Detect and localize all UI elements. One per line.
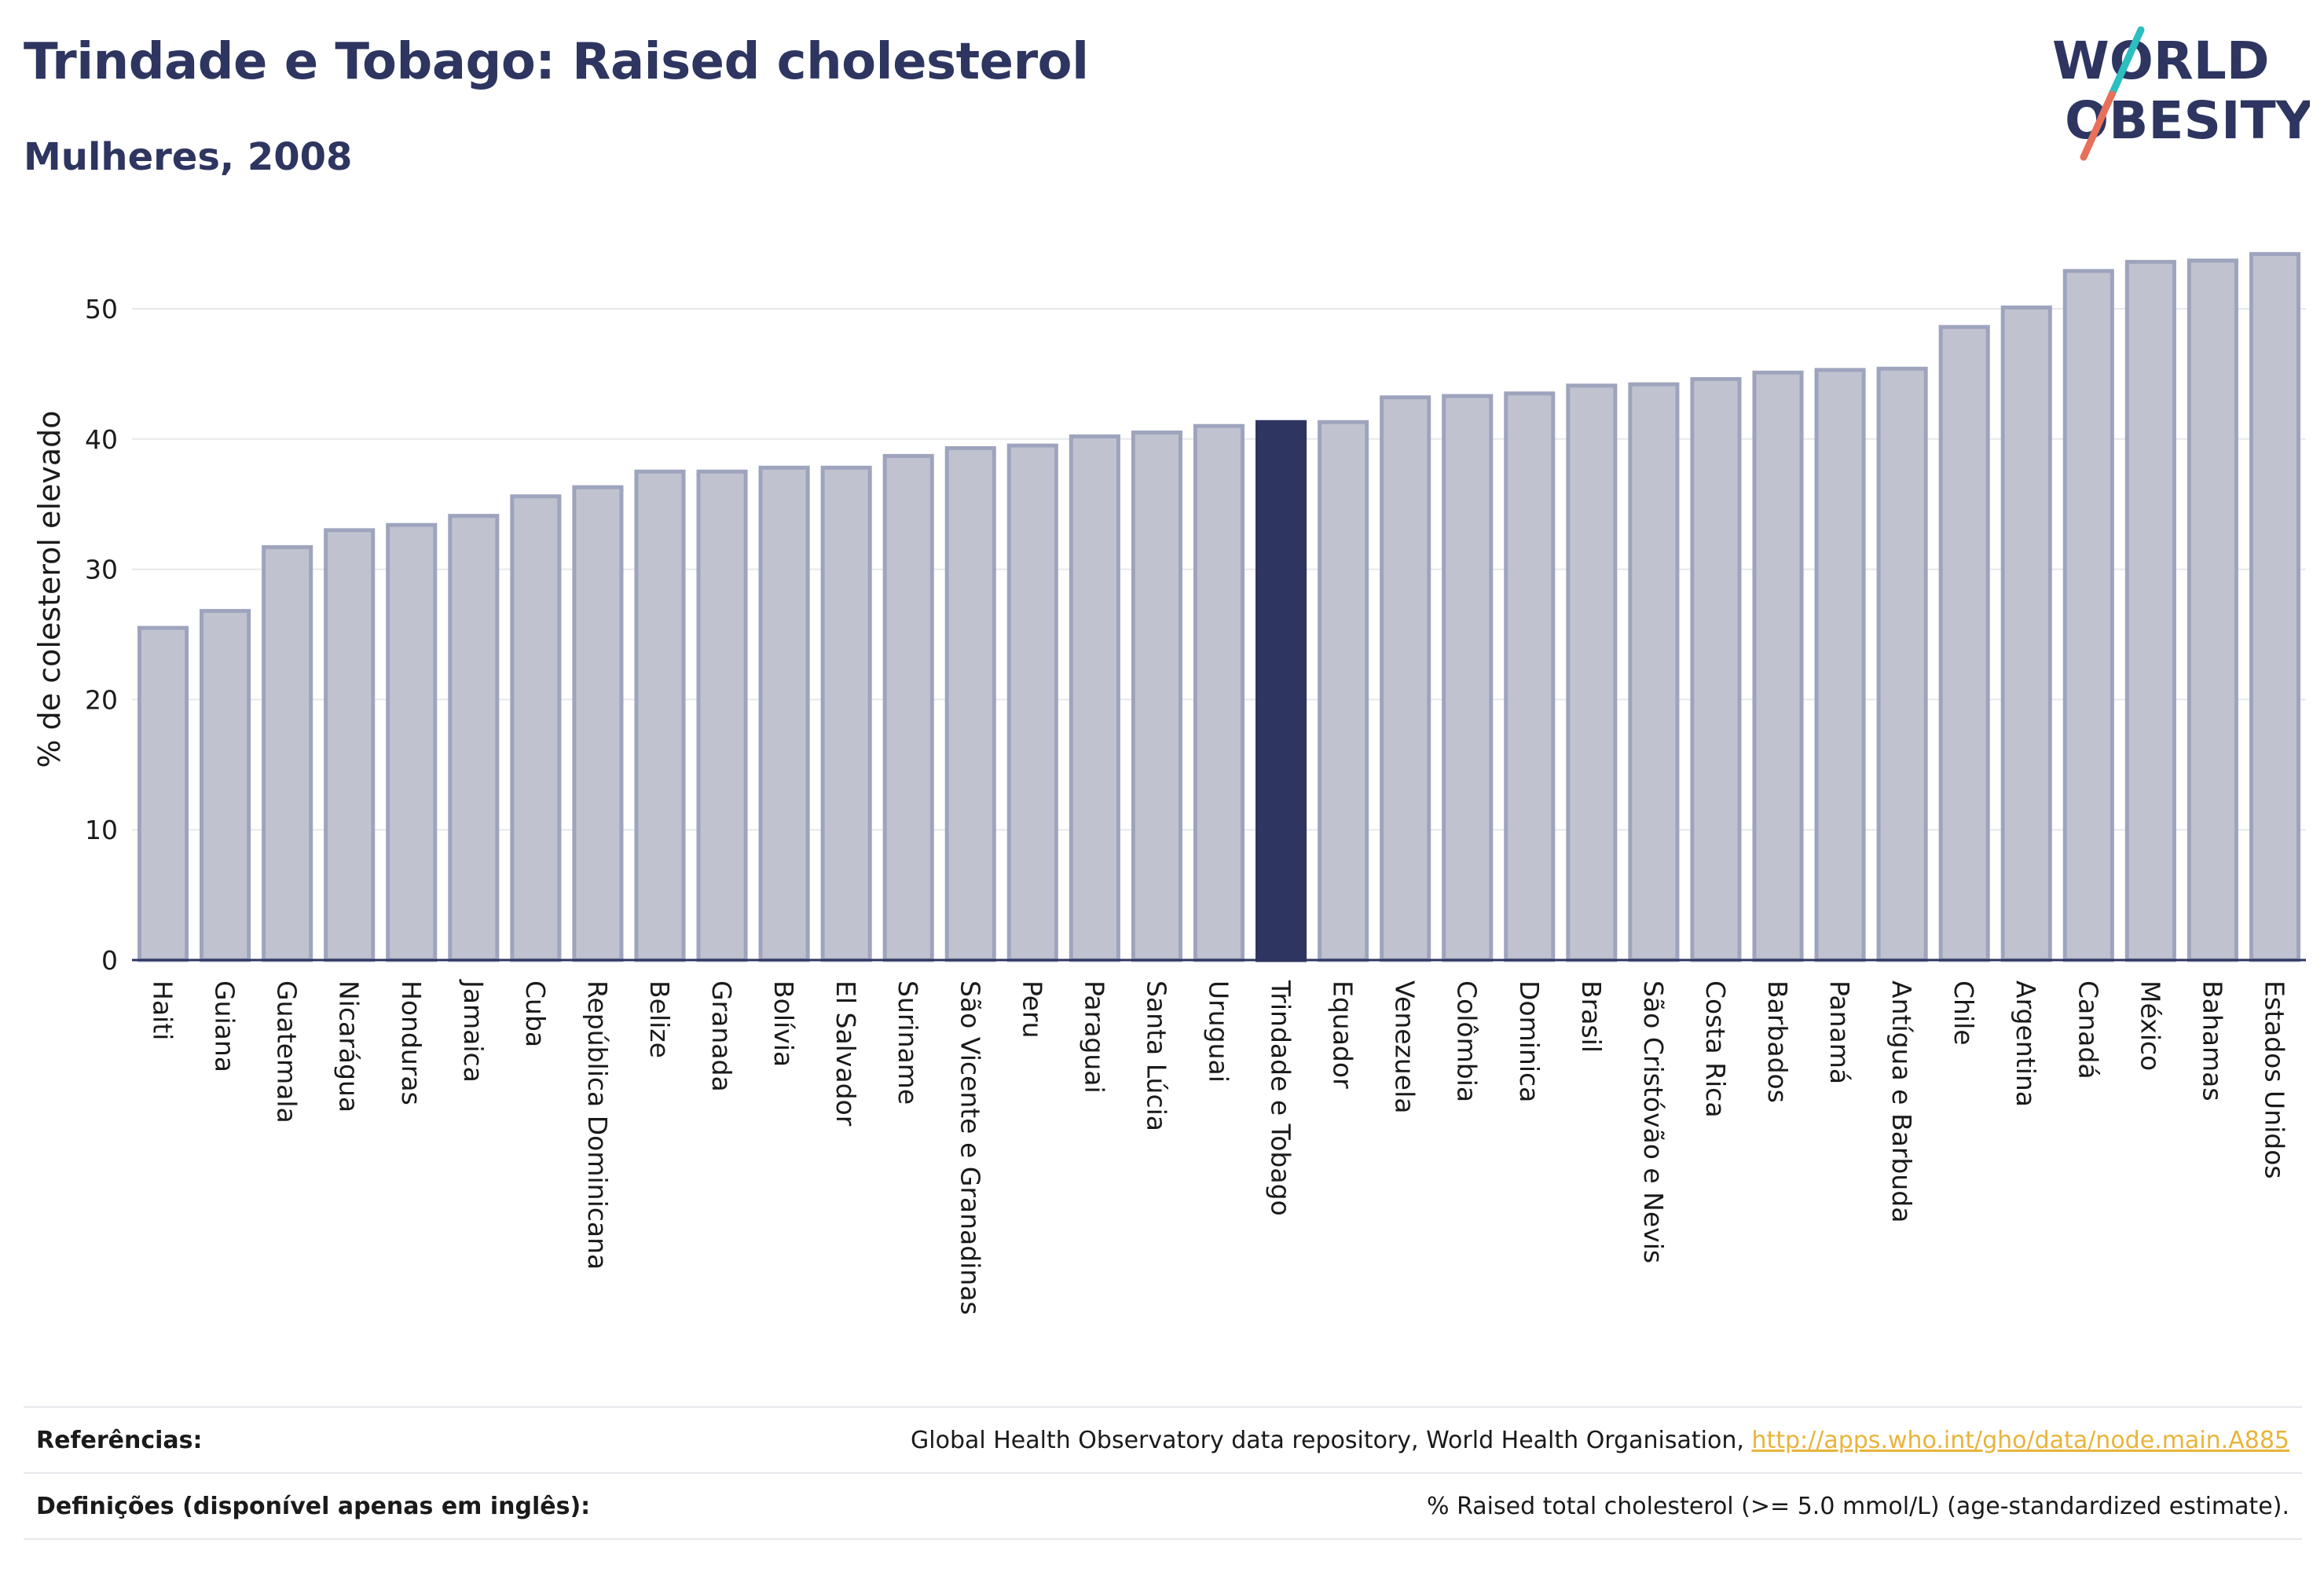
- bar-granada: [696, 469, 748, 962]
- x-tick-label: Barbados: [1762, 980, 1793, 1103]
- bar-chile: [1938, 324, 1990, 962]
- bar-barbados: [1752, 370, 1804, 962]
- bar-brasil: [1566, 383, 1618, 962]
- y-tick-label: 40: [85, 424, 118, 455]
- references-value: Global Health Observatory data repositor…: [911, 1427, 2289, 1454]
- bar-guatemala: [262, 544, 313, 962]
- references-text: Global Health Observatory data repositor…: [911, 1426, 1752, 1454]
- x-tick-label: Panamá: [1824, 980, 1855, 1084]
- bar-bahamas: [2187, 258, 2238, 962]
- x-tick-label: Canadá: [2073, 980, 2103, 1079]
- x-tick-label: Cuba: [520, 980, 551, 1047]
- x-tick-label: São Vicente e Granadinas: [955, 980, 985, 1315]
- x-tick-label: Bahamas: [2197, 980, 2227, 1101]
- x-tick-label: Venezuela: [1390, 980, 1420, 1113]
- definitions-row: Definições (disponível apenas em inglês)…: [24, 1472, 2302, 1540]
- bar-honduras: [386, 522, 438, 962]
- x-tick-label: El Salvador: [830, 980, 861, 1127]
- x-tick-label: Belize: [644, 980, 675, 1058]
- bar-el-salvador: [820, 465, 872, 962]
- bar-panam-: [1814, 368, 1866, 962]
- bar-equador: [1318, 420, 1369, 962]
- x-tick-label: Granada: [706, 980, 737, 1092]
- x-tick-label: Santa Lúcia: [1141, 980, 1171, 1131]
- x-tick-label: Suriname: [893, 980, 923, 1105]
- logo-accent-coral: [2080, 90, 2116, 161]
- bar-argentina: [2000, 305, 2052, 962]
- y-tick-label: 20: [85, 684, 118, 715]
- definitions-value: % Raised total cholesterol (>= 5.0 mmol/…: [1427, 1492, 2289, 1520]
- x-tick-label: Guatemala: [272, 980, 302, 1123]
- bar-col-mbia: [1442, 394, 1494, 962]
- bar-ant-gua-e-barbuda: [1876, 366, 1928, 962]
- x-tick-label: Uruguai: [1204, 980, 1234, 1083]
- x-tick-label: Honduras: [396, 980, 427, 1105]
- x-tick-label: Argentina: [2011, 980, 2041, 1107]
- bar-trindade-e-tobago: [1255, 420, 1307, 962]
- y-tick-label: 10: [85, 815, 118, 845]
- bar-santa-l-cia: [1131, 431, 1182, 962]
- references-link[interactable]: http://apps.who.int/gho/data/node.main.A…: [1751, 1426, 2289, 1454]
- bar-canad-: [2062, 269, 2114, 962]
- chart-subtitle: Mulheres, 2008: [24, 135, 353, 179]
- bar-venezuela: [1380, 395, 1431, 962]
- x-tick-label: Brasil: [1576, 980, 1607, 1053]
- bar-s-o-vicente-e-granadinas: [944, 445, 996, 962]
- bar-estados-unidos: [2249, 251, 2301, 962]
- bar-cuba: [510, 494, 562, 962]
- bar-costa-rica: [1690, 377, 1742, 962]
- x-tick-label: Jamaica: [458, 979, 489, 1083]
- bar-s-o-crist-v-o-e-nevis: [1628, 382, 1680, 962]
- world-obesity-logo: WORLD OBESITY: [2052, 26, 2310, 161]
- bar-chart: 0 10 20 30 40 50 Haiti Guiana Guatemala Nicarágua…: [32, 251, 2306, 1315]
- x-tick-label: México: [2135, 980, 2165, 1071]
- bar-dominica: [1504, 391, 1556, 962]
- bar-uruguai: [1193, 423, 1245, 962]
- references-row: Referências: Global Health Observatory d…: [24, 1406, 2302, 1472]
- y-tick-label: 50: [85, 294, 118, 324]
- bar-paraguai: [1069, 434, 1120, 962]
- x-tick-label: Colômbia: [1452, 980, 1483, 1102]
- bar-guiana: [200, 609, 251, 962]
- chart-title: Trindade e Tobago: Raised cholesterol: [24, 33, 1089, 91]
- x-tick-label: Chile: [1948, 980, 1979, 1046]
- chart-footer: Referências: Global Health Observatory d…: [24, 1406, 2302, 1540]
- axes: 0 10 20 30 40 50 Haiti Guiana Guatemala Nicarágua…: [85, 294, 2306, 1315]
- x-tick-label: Costa Rica: [1700, 980, 1731, 1118]
- definitions-label: Definições (disponível apenas em inglês)…: [36, 1492, 591, 1520]
- bar-bol-via: [758, 465, 810, 962]
- x-tick-label: Nicarágua: [334, 980, 365, 1112]
- x-tick-label: Peru: [1017, 980, 1047, 1039]
- y-tick-label: 0: [101, 945, 118, 976]
- x-tick-label: Equador: [1328, 980, 1358, 1089]
- x-tick-label: República Dominicana: [582, 980, 613, 1270]
- bar-haiti: [137, 625, 189, 962]
- bar-suriname: [882, 453, 934, 962]
- bar-rep-blica-dominicana: [572, 485, 624, 962]
- bar-jamaica: [448, 514, 500, 962]
- x-tick-label: Estados Unidos: [2259, 980, 2289, 1179]
- x-tick-label: Guiana: [210, 980, 240, 1072]
- references-label: Referências:: [36, 1426, 203, 1454]
- x-tick-label: Antígua e Barbuda: [1886, 980, 1917, 1222]
- bars: [137, 251, 2301, 962]
- y-axis-label: % de colesterol elevado: [32, 410, 67, 768]
- logo-line1: WORLD: [2052, 31, 2270, 91]
- x-tick-label: São Cristóvão e Nevis: [1638, 980, 1669, 1263]
- x-tick-label: Haiti: [148, 980, 178, 1040]
- bar-nicar-gua: [324, 528, 376, 962]
- bar-peru: [1006, 443, 1058, 962]
- bar-belize: [634, 469, 686, 962]
- y-tick-label: 30: [85, 555, 118, 585]
- bar-m-xico: [2124, 259, 2176, 962]
- x-tick-label: Dominica: [1514, 980, 1545, 1102]
- x-tick-label: Bolívia: [768, 980, 799, 1067]
- x-tick-label: Trindade e Tobago: [1266, 980, 1296, 1216]
- x-tick-label: Paraguai: [1079, 980, 1109, 1094]
- logo-accent-teal: [2108, 26, 2145, 98]
